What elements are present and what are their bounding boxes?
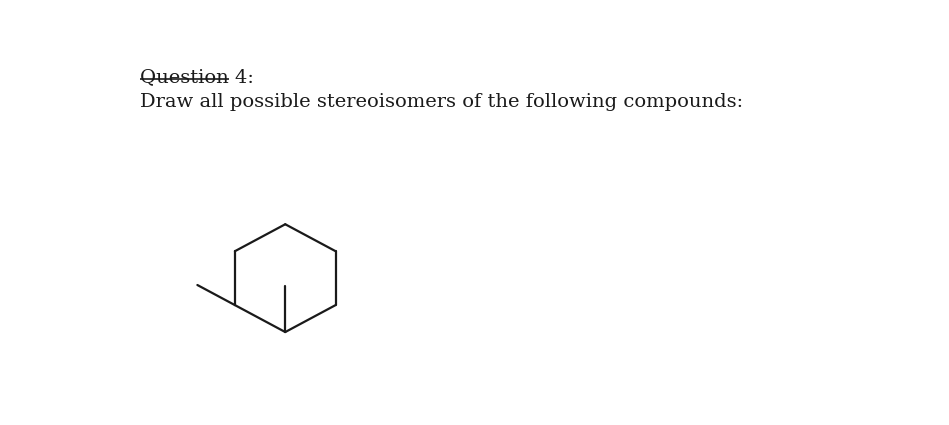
Text: Draw all possible stereoisomers of the following compounds:: Draw all possible stereoisomers of the f… xyxy=(140,94,743,111)
Text: Question 4:: Question 4: xyxy=(140,68,254,86)
